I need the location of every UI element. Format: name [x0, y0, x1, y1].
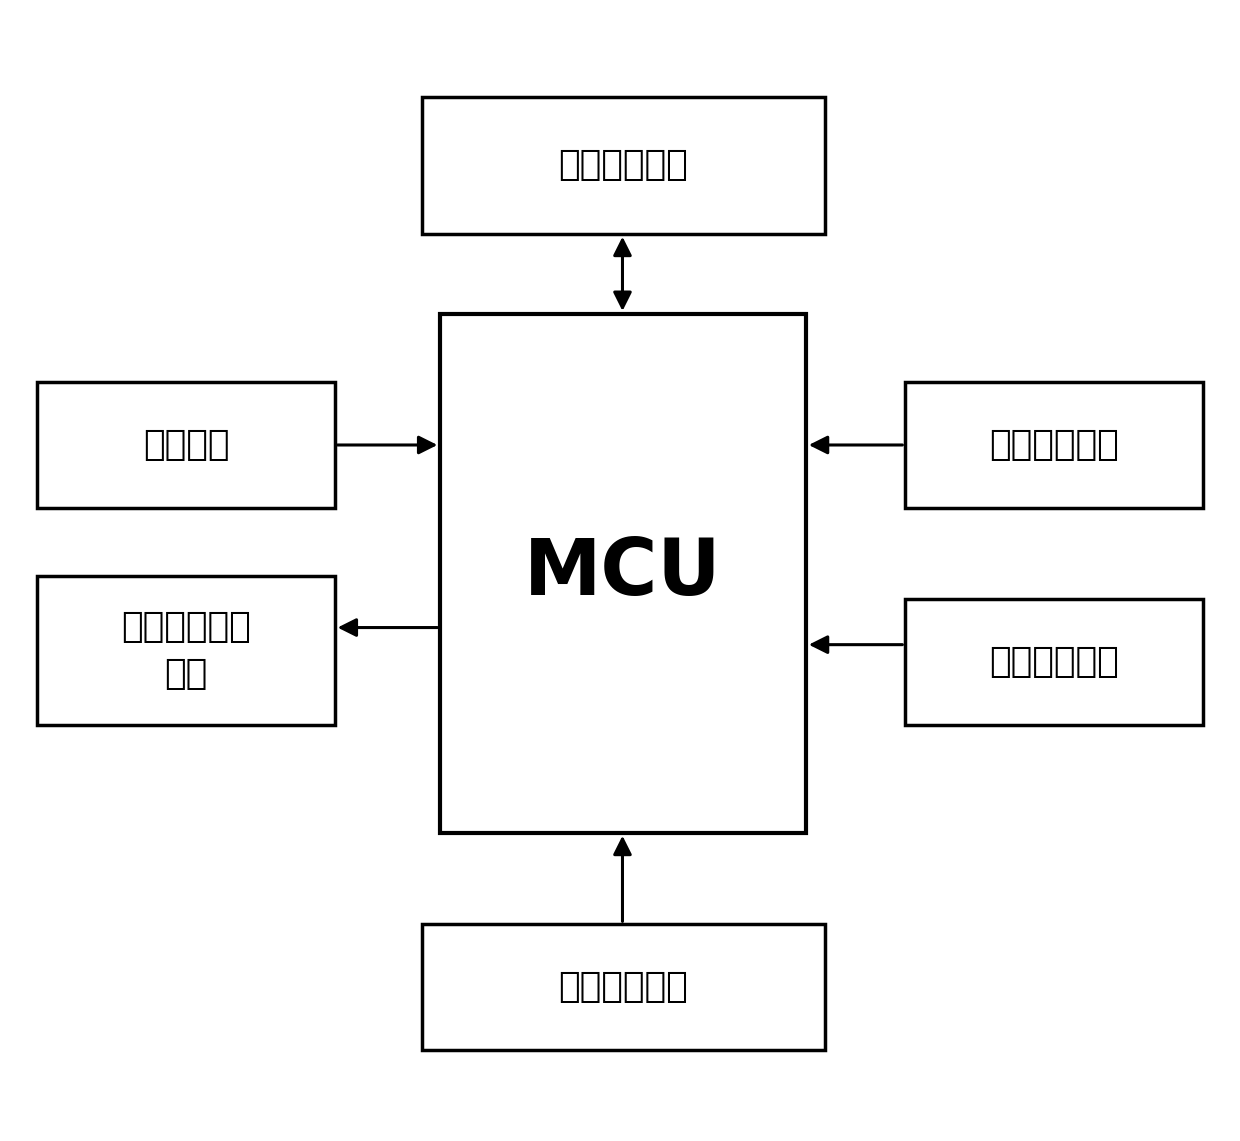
- Bar: [905, 599, 1203, 725]
- Bar: [422, 97, 825, 234]
- Bar: [905, 382, 1203, 508]
- Text: 温度采样模块: 温度采样模块: [558, 970, 688, 1004]
- Text: 电源模块: 电源模块: [143, 428, 229, 462]
- Bar: [440, 314, 806, 833]
- Text: 显示输入模块: 显示输入模块: [558, 148, 688, 183]
- Bar: [37, 382, 335, 508]
- Bar: [37, 576, 335, 725]
- Bar: [422, 924, 825, 1050]
- Text: 电压采样模块: 电压采样模块: [990, 428, 1118, 462]
- Text: MCU: MCU: [525, 535, 722, 612]
- Text: 驱动开关电路
模块: 驱动开关电路 模块: [122, 609, 250, 691]
- Text: 电流采样模块: 电流采样模块: [990, 645, 1118, 679]
